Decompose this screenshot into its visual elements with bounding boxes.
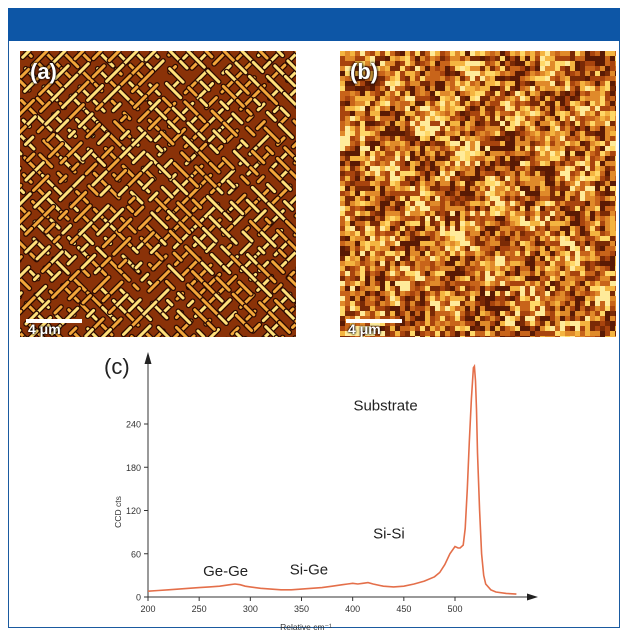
crosshatch-map-a xyxy=(20,51,296,337)
panel-a-scale-bar xyxy=(26,319,82,323)
y-tick-label: 120 xyxy=(126,506,141,516)
header-bar xyxy=(8,8,620,41)
y-tick-label: 240 xyxy=(126,420,141,430)
panel-a-scale-text: 4 μm xyxy=(28,321,61,337)
y-tick-label: 60 xyxy=(131,549,141,559)
panel-b-label: (b) xyxy=(350,59,379,84)
panel-b-image: (b) 4 μm xyxy=(340,51,616,337)
peak-annotation: Si-Ge xyxy=(290,561,328,578)
raman-map-b xyxy=(340,51,616,337)
y-tick-label: 0 xyxy=(136,593,141,603)
x-tick-label: 200 xyxy=(140,604,155,614)
panel-c-label: (c) xyxy=(104,354,130,379)
y-axis-arrow-icon xyxy=(144,352,152,364)
x-tick-label: 450 xyxy=(396,604,411,614)
x-axis-label: Relative cm⁻¹ xyxy=(280,622,332,632)
panel-a-label: (a) xyxy=(30,59,57,84)
x-tick-label: 300 xyxy=(243,604,258,614)
peak-annotation: Ge-Ge xyxy=(203,563,248,580)
raman-spectrum-chart: 0 60 120 180 240 200 250 300 350 400 450 500 Relativ… xyxy=(104,352,538,632)
chart-axes: 0 60 120 180 240 200 250 300 350 400 450 500 xyxy=(126,352,538,614)
y-axis-label: CCD cts xyxy=(113,496,123,528)
panel-b-scale-bar xyxy=(346,319,402,323)
spectrum-line xyxy=(147,363,517,595)
x-tick-label: 250 xyxy=(192,604,207,614)
x-tick-label: 350 xyxy=(294,604,309,614)
x-tick-label: 400 xyxy=(345,604,360,614)
peak-annotation: Substrate xyxy=(353,397,417,414)
x-axis-arrow-icon xyxy=(527,593,538,601)
peak-annotation: Si-Si xyxy=(373,526,405,543)
x-tick-label: 500 xyxy=(447,604,462,614)
panel-b-scale-text: 4 μm xyxy=(348,321,381,337)
panel-a-image: (a) 4 μm xyxy=(20,51,296,337)
y-tick-label: 180 xyxy=(126,463,141,473)
